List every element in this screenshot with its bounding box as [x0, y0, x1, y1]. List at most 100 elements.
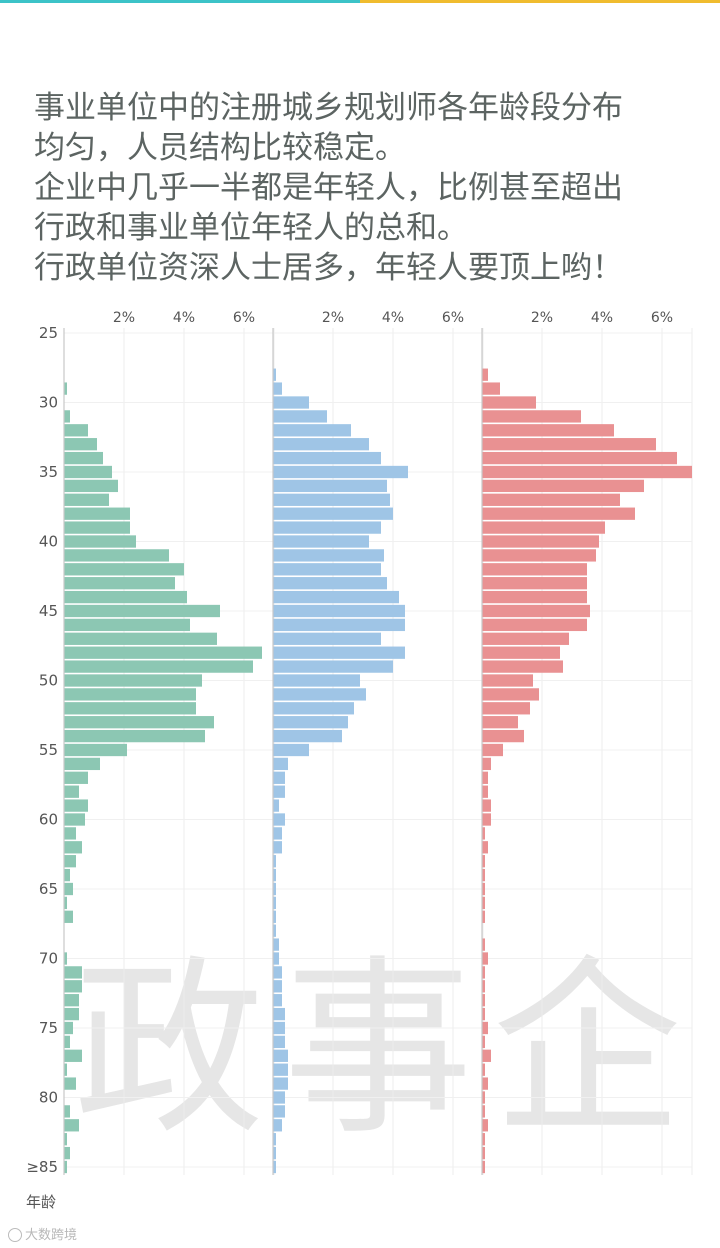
- bar: [64, 799, 88, 812]
- bar: [64, 465, 112, 479]
- bar: [64, 577, 175, 590]
- bar: [64, 688, 196, 701]
- bar: [273, 674, 360, 687]
- bar: [273, 632, 381, 645]
- bar: [482, 688, 539, 701]
- bar: [482, 1091, 485, 1104]
- bar: [64, 1119, 79, 1132]
- bar: [273, 855, 276, 868]
- bar: [64, 716, 214, 729]
- bar: [64, 618, 190, 632]
- bar: [273, 1007, 285, 1021]
- bar: [273, 813, 285, 826]
- bar: [64, 966, 82, 979]
- bar: [273, 1021, 285, 1035]
- bar: [482, 868, 485, 882]
- brand-logo-icon: [8, 1228, 22, 1242]
- panel-watermark-label: 事: [283, 939, 473, 1160]
- bar: [273, 368, 276, 381]
- bar: [64, 563, 184, 576]
- bar: [273, 563, 381, 576]
- bar: [64, 521, 130, 534]
- bar: [64, 1007, 79, 1021]
- bar: [482, 535, 599, 548]
- bar: [482, 799, 491, 812]
- bar: [64, 1133, 67, 1146]
- bar: [64, 1035, 70, 1049]
- bar: [64, 507, 130, 520]
- panel-watermark-label: 政: [74, 939, 264, 1160]
- bar: [64, 855, 76, 868]
- bar: [64, 424, 88, 437]
- bar: [482, 855, 485, 868]
- x-tick-label: 6%: [233, 310, 255, 326]
- brand-name: 大数跨境: [25, 1228, 78, 1243]
- bar: [273, 743, 309, 757]
- x-tick-label: 4%: [382, 310, 404, 326]
- bar: [482, 980, 485, 993]
- panel-watermark-label: 企: [492, 939, 682, 1160]
- bar: [482, 563, 587, 576]
- bar: [482, 1007, 485, 1021]
- y-tick-label: 70: [39, 950, 58, 968]
- panel: 2% 4% 6%: [272, 310, 484, 1175]
- bar: [273, 952, 279, 965]
- bar: [273, 604, 405, 618]
- bar: [64, 549, 169, 562]
- bar: [482, 966, 485, 979]
- bar: [273, 994, 282, 1007]
- y-axis-label: 年龄: [26, 1193, 56, 1210]
- headline-line: 事业单位中的注册城乡规划师各年龄段分布: [34, 90, 623, 126]
- bar: [273, 910, 276, 923]
- bar: [273, 980, 282, 993]
- bar: [482, 1077, 488, 1090]
- top-accent-teal: [0, 0, 360, 3]
- bar: [482, 521, 605, 534]
- bar: [64, 1077, 76, 1090]
- bar: [482, 479, 644, 493]
- y-tick-label: 80: [39, 1089, 58, 1107]
- bar: [482, 994, 485, 1007]
- bar: [482, 1063, 485, 1076]
- bar: [482, 1021, 488, 1035]
- age-distribution-chart: 政事企 2% 4% 6% 2% 4% 6% 2% 4% 6% 25 30 35 40 45 50 55 60 65 7…: [26, 310, 693, 1210]
- bar: [482, 1160, 485, 1174]
- bar: [273, 785, 285, 798]
- bar: [64, 785, 79, 798]
- bar: [273, 771, 285, 784]
- bar: [64, 493, 109, 506]
- bar: [273, 424, 351, 437]
- bar: [64, 994, 79, 1007]
- panel: 2% 4% 6%: [63, 310, 275, 1175]
- bar: [64, 729, 205, 743]
- y-tick-label: 50: [39, 672, 58, 690]
- y-tick-label: ≥85: [26, 1158, 58, 1176]
- bar: [273, 896, 276, 910]
- bar: [64, 841, 82, 854]
- bar: [273, 924, 276, 937]
- bar: [482, 438, 656, 451]
- bar: [273, 757, 288, 771]
- bar: [64, 896, 67, 910]
- bar: [482, 813, 491, 826]
- bar: [482, 743, 503, 757]
- x-tick-label: 4%: [173, 310, 195, 326]
- bar: [482, 646, 560, 659]
- bar: [273, 521, 381, 534]
- bar: [482, 410, 581, 423]
- bar: [482, 938, 485, 951]
- x-tick-label: 2%: [113, 310, 135, 326]
- bar: [273, 451, 381, 465]
- bar: [273, 549, 384, 562]
- bar: [482, 549, 596, 562]
- bar: [273, 535, 369, 548]
- bar: [273, 507, 393, 520]
- panel-watermarks: 政事企: [74, 939, 682, 1160]
- bar: [64, 910, 73, 923]
- y-tick-label: 45: [39, 602, 58, 620]
- bar: [482, 577, 587, 590]
- bar: [64, 882, 73, 896]
- top-accent-bar: [0, 0, 720, 3]
- bar: [273, 465, 408, 479]
- bar: [64, 743, 127, 757]
